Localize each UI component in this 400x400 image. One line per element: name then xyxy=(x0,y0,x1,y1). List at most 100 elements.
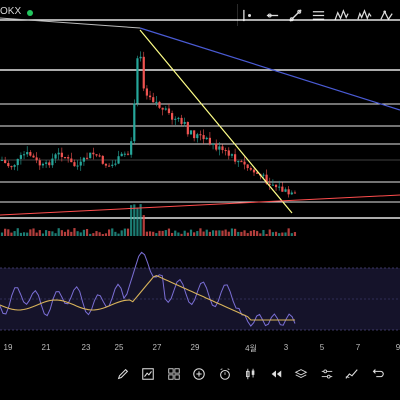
grid-icon[interactable] xyxy=(161,362,187,386)
volume-bar xyxy=(281,232,284,236)
candle xyxy=(174,118,177,120)
chart-indicator-icon[interactable] xyxy=(136,362,162,386)
layers-icon[interactable] xyxy=(289,362,315,386)
candle xyxy=(145,88,148,96)
candle xyxy=(85,157,89,159)
volume-bar xyxy=(164,230,167,236)
candle xyxy=(67,157,70,159)
volume-bar xyxy=(120,230,123,236)
candle xyxy=(215,143,218,150)
volume-bar xyxy=(155,233,158,236)
volume-bar xyxy=(189,229,193,236)
candle xyxy=(123,153,126,155)
volume-bar xyxy=(38,230,41,236)
candle xyxy=(284,189,287,192)
candle xyxy=(161,107,164,110)
candle xyxy=(290,192,293,195)
volume-bar xyxy=(123,228,126,236)
volume-bar xyxy=(268,229,271,236)
volume-bar xyxy=(133,204,136,236)
support-lines xyxy=(0,19,400,219)
volume-bar xyxy=(108,229,111,236)
candle xyxy=(227,150,230,156)
volume-bar xyxy=(237,231,240,236)
volume-bar xyxy=(92,233,95,236)
volume-bar xyxy=(45,230,48,236)
volume-bar xyxy=(26,232,29,236)
red-trend-line xyxy=(0,194,400,216)
volume-bar xyxy=(51,231,54,236)
candle xyxy=(230,154,234,156)
volume-bar xyxy=(234,228,237,236)
cursor-dot-icon[interactable] xyxy=(238,4,261,26)
candle xyxy=(189,130,193,135)
trend-icon[interactable] xyxy=(340,362,366,386)
candle xyxy=(158,101,161,108)
candle xyxy=(246,164,249,169)
candle xyxy=(48,162,51,166)
exchange-label[interactable]: OKX xyxy=(0,6,22,17)
volume-bar xyxy=(259,233,262,236)
trend-lines xyxy=(0,17,400,216)
volume-bar xyxy=(186,232,189,236)
candle xyxy=(278,186,281,188)
volume-bar xyxy=(126,228,130,236)
date-axis-label: 9 xyxy=(395,343,400,352)
horizontal-lines-icon[interactable] xyxy=(307,4,330,26)
bottom-toolbar xyxy=(110,362,400,386)
volume-bar xyxy=(227,231,230,236)
volume-bar xyxy=(290,233,293,236)
alarm-icon[interactable] xyxy=(212,362,238,386)
volume-bar xyxy=(111,228,114,236)
candle xyxy=(196,134,199,139)
candle-icon[interactable] xyxy=(238,362,264,386)
volume-bar xyxy=(161,230,164,236)
candle xyxy=(57,152,60,155)
downtrend-line xyxy=(139,29,293,214)
volume-bar xyxy=(167,228,171,236)
volume-bar xyxy=(0,232,4,236)
wave-pattern-icon[interactable] xyxy=(353,4,376,26)
candle xyxy=(139,56,142,59)
volume-bar xyxy=(208,231,211,236)
candle xyxy=(237,161,240,163)
candle xyxy=(89,152,92,159)
candle xyxy=(41,163,45,166)
date-axis-label: 5 xyxy=(319,343,325,352)
volume-bar xyxy=(82,229,85,236)
zigzag-peak-icon[interactable] xyxy=(376,4,399,26)
volume-bar xyxy=(95,231,98,236)
candle xyxy=(205,137,208,140)
pencil-icon[interactable] xyxy=(110,362,136,386)
zigzag-pattern-icon[interactable] xyxy=(330,4,353,26)
volume-bar xyxy=(158,230,161,236)
candle xyxy=(243,161,246,165)
price-chart[interactable] xyxy=(0,0,400,345)
candle xyxy=(92,152,95,155)
candle xyxy=(262,174,265,176)
volume-bar xyxy=(48,231,51,236)
rsi-ma-line xyxy=(0,274,295,321)
replay-icon[interactable] xyxy=(263,362,289,386)
candle xyxy=(240,161,243,163)
undo-icon[interactable] xyxy=(365,362,391,386)
date-axis-label: 29 xyxy=(190,343,200,352)
candle xyxy=(177,117,180,119)
candle xyxy=(136,58,139,104)
volume-bar xyxy=(35,232,38,236)
settings-sliders-icon[interactable] xyxy=(314,362,340,386)
candle xyxy=(108,165,111,167)
volume-bar xyxy=(67,229,70,236)
horizontal-ray-icon[interactable] xyxy=(261,4,284,26)
date-axis-label: 4월 xyxy=(245,344,257,353)
volume-bars xyxy=(0,204,297,236)
volume-bar xyxy=(57,228,60,236)
volume-bar xyxy=(256,231,259,236)
volume-bar xyxy=(215,230,218,236)
candle xyxy=(152,97,155,103)
add-circle-icon[interactable] xyxy=(187,362,213,386)
volume-bar xyxy=(60,230,63,236)
candle xyxy=(171,113,174,120)
candle xyxy=(51,158,54,166)
